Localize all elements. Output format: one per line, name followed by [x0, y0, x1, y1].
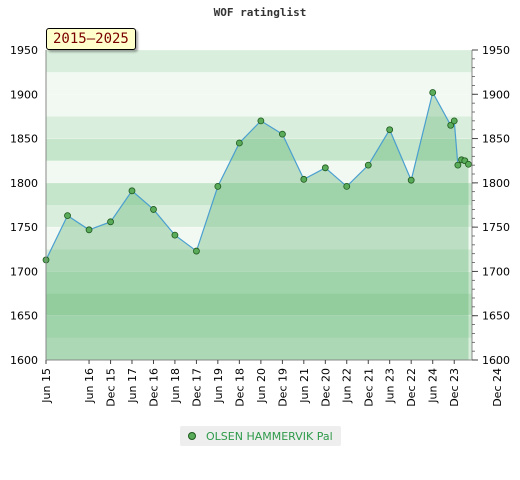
grid-band	[46, 138, 472, 161]
y-tick-label-right: 1900	[482, 88, 510, 101]
x-tick-label: Dec 22	[405, 368, 418, 407]
x-tick-label: Jun 23	[384, 368, 397, 404]
x-tick-label: Jun 24	[427, 368, 440, 404]
y-tick-label-right: 1750	[482, 221, 510, 234]
y-tick-label-left: 1650	[10, 310, 38, 323]
x-tick-label: Dec 23	[448, 368, 461, 407]
data-point	[193, 247, 200, 255]
grid-band	[46, 315, 472, 338]
data-point	[128, 187, 136, 195]
data-point	[257, 117, 265, 125]
chart-title: WOF ratinglist	[213, 6, 307, 19]
y-tick-label-left: 1900	[10, 88, 38, 101]
y-tick-label-right: 1800	[482, 177, 510, 190]
y-tick-label-left: 1850	[10, 133, 38, 146]
y-tick-label-right: 1850	[482, 133, 510, 146]
x-tick-label: Dec 15	[105, 368, 118, 407]
data-point	[450, 117, 458, 125]
data-point	[85, 226, 93, 234]
data-point	[214, 182, 222, 190]
y-tick-label-left: 1600	[10, 354, 38, 367]
data-point	[321, 164, 329, 172]
grid-band	[46, 271, 472, 294]
grid-band	[46, 116, 472, 139]
data-point	[386, 126, 394, 134]
grid-band	[46, 50, 472, 73]
x-tick-label: Jun 22	[341, 368, 354, 404]
x-tick-label: Dec 17	[190, 368, 203, 407]
x-tick-label: Dec 24	[491, 368, 504, 407]
y-tick-label-right: 1700	[482, 265, 510, 278]
x-tick-label: Jun 16	[83, 368, 96, 404]
x-tick-label: Dec 18	[233, 368, 246, 407]
x-tick-label: Jun 21	[298, 368, 311, 404]
data-point	[235, 139, 243, 147]
x-tick-label: Jun 20	[255, 368, 268, 404]
data-point	[171, 231, 179, 239]
legend-label: OLSEN HAMMERVIK Pal	[206, 429, 333, 443]
data-point	[279, 130, 286, 138]
x-tick-label: Dec 19	[276, 368, 289, 407]
data-point	[454, 161, 462, 169]
y-tick-label-left: 1750	[10, 221, 38, 234]
grid-band	[46, 337, 472, 360]
period-badge: 2015–2025	[46, 28, 136, 50]
x-tick-label: Jun 17	[126, 368, 139, 404]
y-tick-label-right: 1950	[482, 44, 510, 57]
grid-band	[46, 94, 472, 117]
x-tick-label: Dec 21	[362, 368, 375, 407]
grid-band	[46, 249, 472, 272]
data-point	[343, 182, 351, 190]
data-point	[107, 218, 114, 226]
grid-band	[46, 182, 472, 205]
y-tick-label-right: 1600	[482, 354, 510, 367]
data-point	[64, 212, 71, 220]
data-point	[429, 89, 437, 96]
grid-band	[46, 293, 472, 316]
data-point	[465, 160, 472, 168]
series-area	[46, 92, 469, 360]
grid-band-light	[46, 72, 472, 95]
x-tick-label: Jun 18	[169, 368, 182, 404]
x-tick-label: Jun 15	[40, 368, 53, 404]
y-tick-label-left: 1700	[10, 265, 38, 278]
data-point	[150, 206, 157, 213]
data-point	[364, 161, 372, 169]
data-point	[447, 121, 455, 129]
x-tick-label: Dec 16	[147, 368, 160, 407]
legend-marker-icon	[188, 432, 196, 440]
legend[interactable]: OLSEN HAMMERVIK Pal	[180, 426, 341, 446]
y-tick-label-left: 1800	[10, 177, 38, 190]
y-tick-label-right: 1650	[482, 310, 510, 323]
data-point	[300, 175, 308, 183]
x-tick-label: Dec 20	[319, 368, 332, 407]
x-tick-label: Jun 19	[212, 368, 225, 404]
grid-band	[46, 227, 472, 250]
data-point	[407, 176, 415, 184]
y-tick-label-left: 1950	[10, 44, 38, 57]
